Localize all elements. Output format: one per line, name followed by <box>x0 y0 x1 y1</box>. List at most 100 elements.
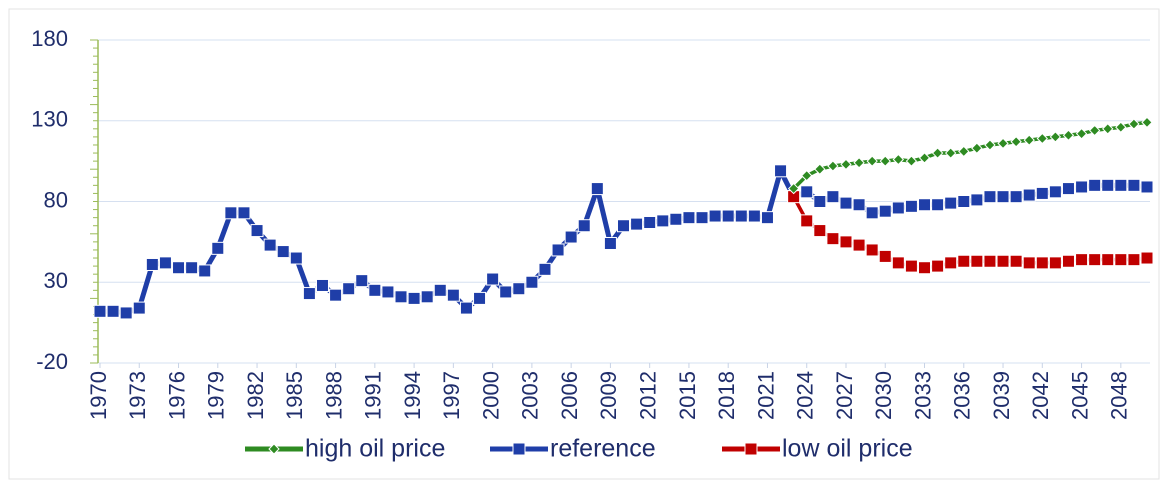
data-point <box>617 219 630 233</box>
data-point <box>840 158 852 171</box>
data-point <box>1049 131 1062 143</box>
data-point <box>433 283 447 297</box>
data-point <box>801 169 813 182</box>
data-point <box>512 282 526 296</box>
data-point <box>747 209 761 223</box>
x-tick-label: 2009 <box>596 371 621 420</box>
data-point <box>944 147 957 159</box>
x-tick-label: 2033 <box>910 371 935 420</box>
legend-item: high oil price <box>245 435 445 463</box>
data-point <box>905 155 918 167</box>
data-point <box>1140 251 1154 265</box>
data-point <box>1048 185 1062 199</box>
data-point <box>446 288 460 302</box>
data-point <box>1114 178 1128 192</box>
data-point <box>106 304 120 318</box>
data-point <box>263 238 277 252</box>
chart-frame <box>8 8 1160 480</box>
data-point <box>852 238 866 252</box>
data-point <box>1114 253 1128 267</box>
x-tick-label: 2045 <box>1067 371 1092 420</box>
data-point <box>302 287 316 301</box>
data-point <box>1009 190 1023 204</box>
data-point <box>643 215 657 229</box>
x-tick-label: 2000 <box>478 371 503 420</box>
y-tick-label: 30 <box>44 268 68 293</box>
data-point <box>721 209 735 223</box>
data-point <box>1088 178 1102 192</box>
data-point <box>315 278 329 292</box>
data-point <box>760 211 774 225</box>
data-point <box>839 196 853 210</box>
data-point <box>1115 121 1127 133</box>
y-tick-label: 130 <box>31 107 68 132</box>
data-point <box>918 261 932 275</box>
data-point <box>826 232 840 246</box>
data-point <box>891 256 905 270</box>
data-point <box>1010 136 1022 148</box>
data-point <box>774 164 788 178</box>
data-point <box>407 291 421 305</box>
data-point <box>892 153 905 166</box>
data-point <box>931 147 944 159</box>
x-tick-label: 2003 <box>518 371 543 420</box>
data-point <box>329 288 343 302</box>
data-point <box>944 196 958 210</box>
data-point <box>538 262 552 276</box>
x-tick-label: 1970 <box>86 371 111 420</box>
legend-label: low oil price <box>782 435 913 463</box>
data-point <box>1009 254 1023 268</box>
data-point <box>734 209 748 223</box>
data-point <box>997 137 1009 150</box>
data-point <box>420 290 434 304</box>
data-point <box>132 301 146 315</box>
data-point <box>695 211 709 225</box>
data-point <box>603 236 617 250</box>
data-point <box>1035 186 1049 200</box>
data-point <box>185 261 199 275</box>
data-point <box>1128 118 1140 130</box>
x-tick-label: 1997 <box>439 371 464 420</box>
data-point <box>984 139 996 151</box>
data-point <box>918 198 932 212</box>
data-point <box>958 145 970 158</box>
data-point <box>931 198 945 212</box>
data-point <box>276 245 290 259</box>
data-point <box>656 214 670 228</box>
legend-marker <box>744 442 758 456</box>
x-tick-label: 1985 <box>282 371 307 420</box>
data-point <box>459 301 473 315</box>
legend-marker <box>512 442 526 456</box>
data-point <box>1061 182 1075 196</box>
data-point <box>1127 253 1141 267</box>
data-point <box>499 285 513 299</box>
data-point <box>1101 178 1115 192</box>
data-point <box>198 264 212 278</box>
data-point <box>839 235 853 249</box>
data-point <box>813 224 827 238</box>
data-point <box>1075 180 1089 194</box>
data-point <box>1127 178 1141 192</box>
y-tick-label: 80 <box>44 187 68 212</box>
data-point <box>172 261 186 275</box>
x-tick-label: 2006 <box>557 371 582 420</box>
x-tick-label: 2012 <box>635 371 660 420</box>
data-point <box>394 290 408 304</box>
x-tick-label: 2018 <box>714 371 739 420</box>
data-point <box>971 142 983 154</box>
x-tick-label: 1988 <box>321 371 346 420</box>
data-point <box>237 206 251 220</box>
data-point <box>473 291 487 305</box>
data-point <box>211 241 225 255</box>
data-point <box>891 201 905 215</box>
data-point <box>1022 188 1036 202</box>
data-point <box>865 206 879 220</box>
data-point <box>1022 256 1036 270</box>
data-point <box>996 190 1010 204</box>
data-point <box>853 157 865 169</box>
data-point <box>1102 123 1114 135</box>
data-point <box>957 254 971 268</box>
legend-label: high oil price <box>305 435 445 463</box>
data-point <box>879 155 891 167</box>
data-point <box>1140 180 1154 194</box>
